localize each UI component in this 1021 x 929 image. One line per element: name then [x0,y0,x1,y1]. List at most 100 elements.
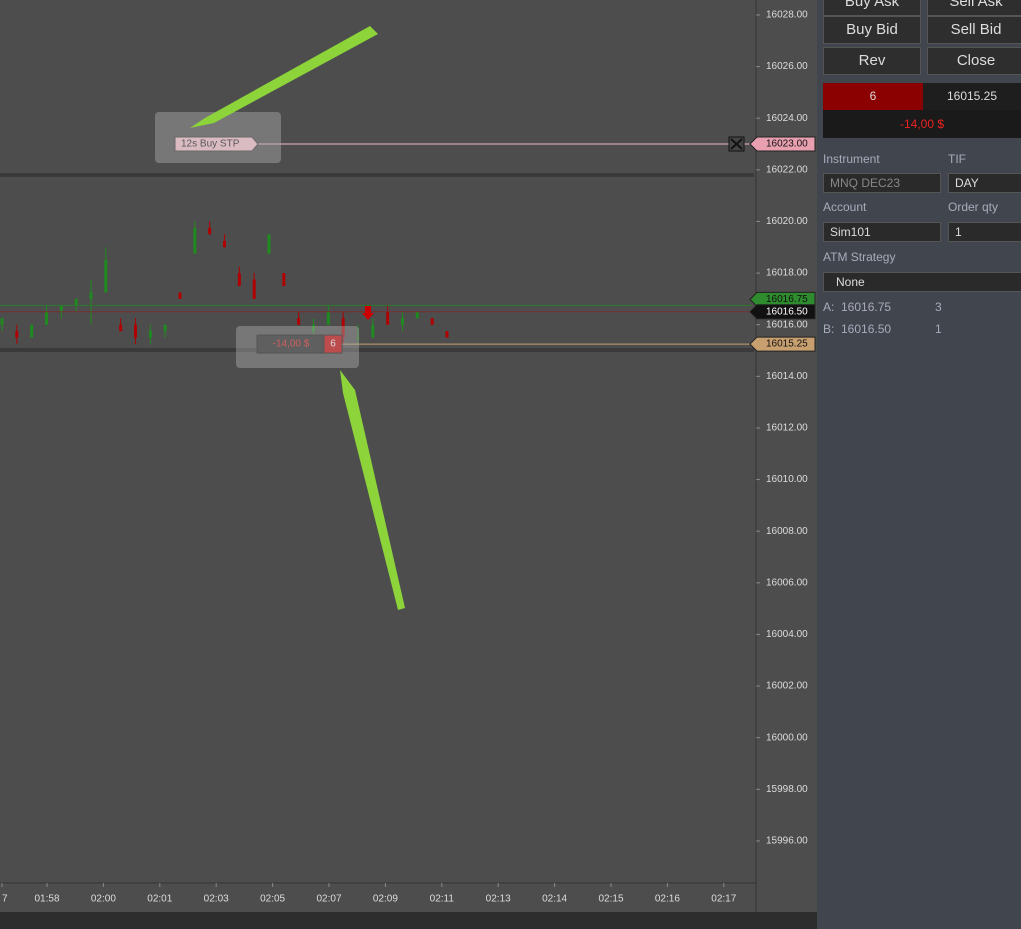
y-tick-label: 16028.00 [766,10,808,21]
position-price: 16015.25 [923,83,1021,110]
candle-body [178,292,182,299]
order-label-box [174,136,259,152]
candle-body [252,279,256,299]
candle-body [445,331,449,338]
candle-body [119,324,123,332]
y-tick-label: 16014.00 [766,371,808,382]
candle-body [89,292,93,299]
qty-label: 6 [330,339,336,350]
position-qty: 6 [823,83,923,110]
x-tick-label: 02:00 [91,894,116,905]
candle-body [104,260,108,293]
candle-body [312,324,315,332]
candle-body [356,337,360,339]
candle-body [237,273,241,286]
bid-size: 1 [935,322,942,336]
candle-body [430,318,434,325]
y-tick-label: 16002.00 [766,681,808,692]
close-icon [730,138,743,150]
select[interactable]: Sim101 [823,222,941,242]
bid-tag-label: 16016.50 [766,306,808,317]
candle-body [163,324,167,332]
candle-body [45,311,48,325]
candle-body [415,311,419,319]
candle-body [148,331,152,338]
order-label: 12s Buy STP [181,139,240,150]
order-tag-label: 16023.00 [766,139,808,150]
x-tick-label: 02:15 [598,894,623,905]
x-tick-label: 01:58 [34,894,59,905]
y-tick-label: 16016.00 [766,319,808,330]
position-tag-label: 16015.25 [766,339,808,350]
chart: 16028.00 16026.00 16024.00 16022.00 16020.00… [0,0,817,929]
ask-price: 16016.75 [841,300,892,314]
button[interactable]: Sell Bid [927,16,1021,44]
plot-area [0,0,756,883]
select[interactable]: DAY [948,173,1021,193]
order-tag [749,136,816,152]
label: Account [823,200,867,214]
x-tick-label: 02:01 [147,894,172,905]
y-tick-label: 16026.00 [766,61,808,72]
position-pnl: -14,00 $ [823,110,1021,138]
y-tick-label: 16012.00 [766,423,808,434]
qty-box [323,334,343,354]
y-tick-label: 16000.00 [766,732,808,743]
highlight [236,326,359,368]
x-tick-label: 02:16 [655,894,680,905]
pnl-label: -14,00 $ [273,339,310,350]
candle-body [0,318,4,325]
arrow [190,26,378,128]
y-tick-label: 16018.00 [766,268,808,279]
select[interactable]: MNQ DEC23 [823,173,941,193]
candle-body [267,234,271,254]
order-panel: Buy Ask Sell Ask Buy Bid Sell Bid Rev Close 6 1… [817,0,1021,929]
label: Order qty [948,200,999,214]
x-tick-label: 02:17 [711,894,736,905]
scrollbar[interactable] [0,912,817,929]
x-tick-label: 02:13 [486,894,511,905]
band [0,173,754,177]
x-tick-label: 02:05 [260,894,285,905]
candle-body [341,318,345,338]
y-tick-label: 16008.00 [766,526,808,537]
y-tick-label: 16024.00 [766,113,808,124]
position-tag [749,336,816,352]
button[interactable]: Rev [823,47,921,75]
x-tick-label: 02:03 [204,894,229,905]
button[interactable]: Buy Ask [823,0,921,16]
ask-size: 3 [935,300,942,314]
execution-marker [362,306,374,320]
candle-body [282,273,286,286]
candle-body [297,318,301,325]
y-tick-label: 16004.00 [766,629,808,640]
candle-body [15,331,19,338]
label: Instrument [823,152,880,166]
y-tick-label: 16010.00 [766,474,808,485]
button[interactable]: Close [927,47,1021,75]
candle-body [386,311,390,325]
y-tick-label: 15998.00 [766,784,808,795]
y-tick-label: 16006.00 [766,577,808,588]
y-tick-label: 16020.00 [766,216,808,227]
candle-body [74,298,78,306]
candle-body [134,324,137,338]
candle-body [30,324,34,338]
select[interactable]: None [823,272,1021,292]
bid-tag [749,304,816,320]
ask-tag [749,291,816,307]
band [0,348,754,352]
candle-body [326,311,330,325]
input[interactable]: 1 [948,222,1021,242]
candle-body [401,318,404,325]
label: B: [823,322,835,336]
x-tick-label: 7 [2,894,8,905]
button[interactable]: Buy Bid [823,16,921,44]
label: A: [823,300,835,314]
label: ATM Strategy [823,250,896,264]
candle-body [223,240,226,248]
y-tick-label: 16022.00 [766,164,808,175]
candle-body [193,227,197,254]
button[interactable]: Sell Ask [927,0,1021,16]
